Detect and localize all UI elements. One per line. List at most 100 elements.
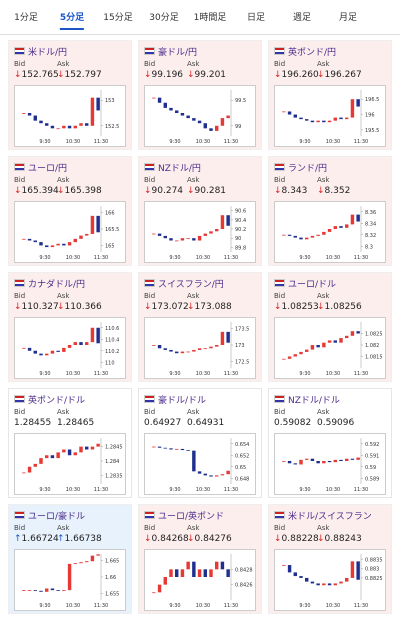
flag-icon <box>14 163 25 171</box>
bid-value: 99.196 <box>151 70 184 80</box>
pair-name[interactable]: 豪ドル/ドル <box>158 396 207 406</box>
quote-card[interactable]: 英ポンド/ドル Bid Ask 1.28455 1.28465 1.2845 1.284 1.… <box>8 388 132 498</box>
quote-card[interactable]: スイスフラン/円 Bid Ask ↓173.072 ↓173.088 173.5 173 17… <box>138 272 262 382</box>
pair-name[interactable]: 米ドル/円 <box>28 48 68 58</box>
candle <box>157 446 162 448</box>
candle <box>327 229 332 232</box>
bid-value: 173.072 <box>151 302 189 312</box>
pair-name[interactable]: ランド/円 <box>288 164 328 174</box>
bid-price: ↓110.327 <box>14 302 59 312</box>
candle <box>333 340 337 343</box>
candle <box>56 590 60 591</box>
y-tick-label: 1.2835 <box>105 473 123 479</box>
quote-card[interactable]: 米ドル/円 Bid Ask ↓152.765 ↓152.797 153 152.5 9:30 1… <box>8 40 132 150</box>
bid-label: Bid <box>14 408 26 416</box>
quote-card[interactable]: カナダドル/円 Bid Ask ↓110.327 ↓110.366 110.6 110.4 1… <box>8 272 132 382</box>
tab[interactable]: 1分足 <box>14 13 38 23</box>
pair-name[interactable]: スイスフラン/円 <box>158 280 224 290</box>
ask-arrow: ↓ <box>57 70 65 80</box>
candle <box>310 581 315 584</box>
y-tick-label: 0.8825 <box>365 576 383 582</box>
x-tick-label: 10:30 <box>196 139 210 145</box>
candle <box>67 125 72 129</box>
pair-name[interactable]: NZドル/円 <box>158 164 201 174</box>
bid-value: 8.343 <box>281 186 308 196</box>
quote-card[interactable]: 米ドル/スイスフラン Bid Ask ↓0.88228 ↓0.88243 0.8835 0.… <box>268 504 392 614</box>
bid-arrow: ↓ <box>14 70 22 80</box>
quote-card[interactable]: ユーロ/円 Bid Ask ↓165.394 ↓165.398 166 165.5 165 9:… <box>8 156 132 266</box>
tab[interactable]: 15分足 <box>103 13 133 23</box>
pair-name[interactable]: ユーロ/英ポンド <box>158 512 225 522</box>
quote-card[interactable]: 英ポンド/円 Bid Ask ↓196.260 ↓196.267 196.5 196 195.… <box>268 40 392 150</box>
candle <box>73 238 77 243</box>
ask-value: 1.66738 <box>64 534 102 544</box>
pair-name[interactable]: 豪ドル/円 <box>158 48 198 58</box>
x-tick-label: 9:30 <box>39 603 50 609</box>
candle <box>192 349 196 352</box>
pair-name[interactable]: ユーロ/ドル <box>288 280 337 290</box>
quote-card[interactable]: 豪ドル/円 Bid Ask ↓99.196 ↓99.201 99.5 99 9:30 10:30… <box>138 40 262 150</box>
pair-name[interactable]: 英ポンド/ドル <box>28 396 86 406</box>
mini-chart: 1.2845 1.284 1.2835 9:30 10:30 11:30 <box>14 433 126 495</box>
pair-name[interactable]: 米ドル/スイスフラン <box>288 512 372 522</box>
bid-price: ↓8.343 <box>274 186 307 196</box>
candle <box>339 459 343 461</box>
x-tick-label: 10:30 <box>196 255 210 261</box>
candle <box>27 113 32 116</box>
pair-name[interactable]: カナダドル/円 <box>28 280 86 290</box>
candle <box>293 354 297 357</box>
ask-label: Ask <box>317 292 330 300</box>
quote-card[interactable]: ランド/円 Bid Ask ↓8.343 ↓8.352 8.36 8.34 8.32 8.3 9:… <box>268 156 392 266</box>
candle <box>90 327 95 343</box>
candle <box>203 123 207 129</box>
x-tick-label: 10:30 <box>326 139 340 145</box>
x-tick-label: 11:30 <box>94 603 108 609</box>
bid-price: ↓90.274 <box>144 186 183 196</box>
pair-name[interactable]: ユーロ/円 <box>28 164 68 174</box>
tab[interactable]: 月足 <box>338 13 358 23</box>
ask-price: ↓0.88243 <box>317 534 362 544</box>
quote-card[interactable]: NZドル/ドル Bid Ask 0.59082 0.59096 0.592 0.591 0.5… <box>268 388 392 498</box>
candle <box>345 117 349 120</box>
candle <box>180 351 185 354</box>
candle <box>322 231 326 235</box>
mini-chart: 1.0825 1.082 1.0815 9:30 10:30 11:30 <box>274 317 386 379</box>
candle <box>293 114 297 118</box>
tab[interactable]: 30分足 <box>149 13 179 23</box>
x-tick-label: 9:30 <box>299 603 310 609</box>
quote-card[interactable]: 豪ドル/ドル Bid Ask 0.64927 0.64931 0.654 0.652 0.65… <box>138 388 262 498</box>
bid-label: Bid <box>144 292 156 300</box>
y-tick-label: 0.65 <box>235 465 246 471</box>
tab[interactable]: 5分足 <box>59 10 85 30</box>
bid-label: Bid <box>274 408 286 416</box>
ask-arrow: ↓ <box>187 186 195 196</box>
pair-name[interactable]: 英ポンド/円 <box>288 48 337 58</box>
tab[interactable]: 日足 <box>246 13 266 23</box>
pair-name[interactable]: ユーロ/豪ドル <box>28 512 86 522</box>
candle <box>169 349 173 352</box>
candle <box>62 590 66 591</box>
bid-label: Bid <box>144 60 156 68</box>
candle <box>197 120 202 124</box>
chart-svg: 1.2845 1.284 1.2835 9:30 10:30 11:30 <box>22 438 123 493</box>
tab[interactable]: 週足 <box>292 13 312 23</box>
candle <box>90 215 95 234</box>
pair-name[interactable]: NZドル/ドル <box>288 396 340 406</box>
chart-svg: 1.665 1.66 1.655 9:30 10:30 11:30 <box>22 554 119 609</box>
quote-card[interactable]: ユーロ/豪ドル Bid Ask ↑1.66724 ↑1.66738 1.665 1.66 1.… <box>8 504 132 614</box>
candle <box>293 572 297 577</box>
quote-card[interactable]: ユーロ/英ポンド Bid Ask ↓0.84268 ↓0.84276 0.8428 0.84… <box>138 504 262 614</box>
candle <box>62 125 66 129</box>
mini-chart: 166 165.5 165 9:30 10:30 11:30 <box>14 201 126 263</box>
quote-card[interactable]: ユーロ/ドル Bid Ask ↓1.08253 ↓1.08256 1.0825 1.082 1… <box>268 272 392 382</box>
candle <box>197 235 202 241</box>
bid-price: ↑1.66724 <box>14 534 59 544</box>
quote-card[interactable]: NZドル/円 Bid Ask ↓90.274 ↓90.281 90.6 90.4 90.2 90… <box>138 156 262 266</box>
candle <box>157 97 162 103</box>
ask-label: Ask <box>57 292 70 300</box>
ask-value: 90.281 <box>194 186 227 196</box>
ask-price: ↓173.088 <box>187 302 232 312</box>
ask-price: 1.28465 <box>57 418 94 428</box>
candle <box>333 459 337 463</box>
tab[interactable]: 1時間足 <box>193 13 227 23</box>
